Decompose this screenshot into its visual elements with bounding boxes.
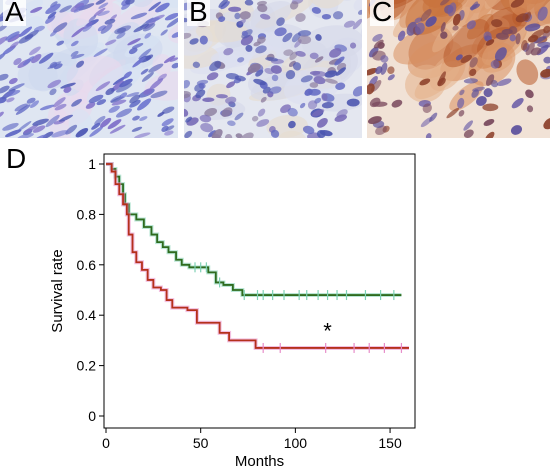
- x-tick-label: 100: [284, 435, 308, 451]
- y-tick-label: 0: [88, 408, 96, 424]
- survival-chart: D 0 50 100 150 0 0.2 0.4 0.6 0.8 1 Months Surviva…: [6, 143, 416, 470]
- x-tick-label: 50: [193, 435, 209, 451]
- plot-frame: [103, 153, 416, 429]
- survival-curve-shadow-2: [106, 162, 409, 350]
- chart-axes: 0 50 100 150 0 0.2 0.4 0.6 0.8 1: [77, 153, 416, 451]
- chart-series: [106, 162, 409, 353]
- y-tick-label: 0.2: [77, 358, 97, 374]
- panel-label-a: A: [3, 0, 26, 27]
- panel-label-b: B: [187, 0, 210, 27]
- x-tick-label: 0: [102, 435, 110, 451]
- micrograph-b-image: [184, 0, 362, 138]
- x-axis-label: Months: [235, 453, 284, 468]
- survival-curve-1: [106, 163, 402, 296]
- survival-curve-2: [106, 163, 409, 349]
- micrograph-panel-c: C: [367, 0, 550, 138]
- micrograph-panel-a: A: [0, 0, 178, 138]
- x-tick-label: 150: [378, 435, 402, 451]
- y-tick-label: 0.4: [77, 307, 97, 323]
- survival-curve-shadow-1: [106, 162, 402, 298]
- y-axis-label: Survival rate: [49, 249, 66, 332]
- y-tick-label: 0.6: [77, 257, 97, 273]
- micrograph-panel-b: B: [184, 0, 362, 138]
- panel-label-c: C: [370, 0, 395, 27]
- y-tick-label: 0.8: [77, 206, 97, 222]
- y-tick-label: 1: [88, 156, 96, 172]
- panel-label-d: D: [6, 143, 26, 174]
- micrograph-c-image: [367, 0, 550, 138]
- micrograph-a-image: [0, 0, 178, 138]
- significance-annotation: *: [323, 318, 332, 343]
- survival-chart-panel: D 0 50 100 150 0 0.2 0.4 0.6 0.8 1 Months Surviva…: [0, 140, 550, 470]
